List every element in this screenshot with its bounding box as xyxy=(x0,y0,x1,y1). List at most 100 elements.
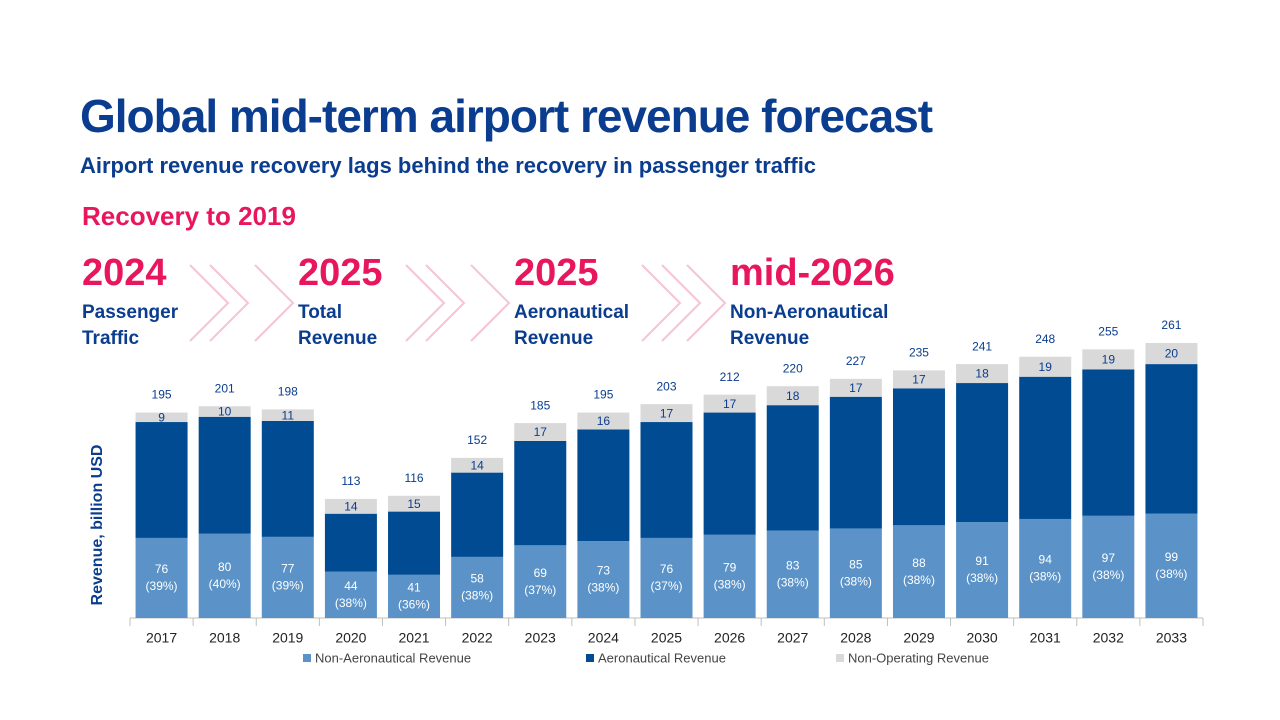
bar-segment xyxy=(766,530,819,618)
x-tick-label: 2019 xyxy=(272,630,303,646)
total-label: 261 xyxy=(1161,318,1181,332)
x-tick-label: 2023 xyxy=(525,630,556,646)
value-label: 14 xyxy=(344,499,358,513)
bar-segment xyxy=(261,536,314,618)
value-label: 9 xyxy=(158,410,165,424)
value-label: 17 xyxy=(723,397,737,411)
chevron xyxy=(641,264,682,342)
total-label: 195 xyxy=(593,388,613,402)
value-label: 15 xyxy=(407,497,421,511)
value-label: 19 xyxy=(1039,360,1053,374)
bar-segment xyxy=(1019,518,1072,618)
value-label: 99 xyxy=(1165,550,1179,564)
chevrons xyxy=(189,264,727,342)
bar-segment xyxy=(956,383,1009,523)
bar-segment xyxy=(829,378,882,397)
bar-segment xyxy=(1082,515,1135,618)
value-label: 79 xyxy=(723,561,737,575)
bar-segment xyxy=(198,406,251,417)
value-label: 91 xyxy=(975,554,989,568)
bar-segment xyxy=(640,422,693,538)
value-label: 16 xyxy=(597,414,611,428)
share-label: (38%) xyxy=(1155,567,1187,581)
bar-segment xyxy=(1145,513,1198,618)
value-label: 18 xyxy=(786,389,800,403)
value-label: 76 xyxy=(660,562,674,576)
share-label: (38%) xyxy=(461,589,493,603)
x-tick-label: 2033 xyxy=(1156,630,1187,646)
chevron xyxy=(686,264,727,342)
bar-segment xyxy=(703,394,756,413)
bar-segment xyxy=(388,495,441,512)
legend-label: Non-Aeronautical Revenue xyxy=(315,650,471,665)
bar-segment xyxy=(135,412,188,423)
value-label: 76 xyxy=(155,562,169,576)
chevron xyxy=(470,264,511,342)
x-tick-label: 2031 xyxy=(1030,630,1061,646)
total-label: 195 xyxy=(152,388,172,402)
bar-segment xyxy=(451,472,504,557)
bar-segment xyxy=(135,422,188,538)
milestone-year: 2025 xyxy=(298,252,383,294)
bar-segment xyxy=(388,511,441,575)
legend-label: Aeronautical Revenue xyxy=(598,650,726,665)
total-label: 116 xyxy=(404,471,423,485)
chevron xyxy=(189,264,230,342)
share-label: (38%) xyxy=(714,578,746,592)
y-axis-label: Revenue, billion USD xyxy=(89,445,106,606)
share-label: (38%) xyxy=(1029,570,1061,584)
bar-segment xyxy=(703,412,756,535)
bar-segment xyxy=(766,386,819,406)
share-label: (39%) xyxy=(272,579,304,593)
value-label: 80 xyxy=(218,560,232,574)
value-label: 94 xyxy=(1039,553,1053,567)
share-label: (36%) xyxy=(398,598,430,612)
milestone-year: 2024 xyxy=(82,252,167,294)
bar-segment xyxy=(703,534,756,618)
value-label: 44 xyxy=(344,579,358,593)
bar-segment xyxy=(135,537,188,618)
total-label: 198 xyxy=(278,385,298,399)
total-label: 255 xyxy=(1098,325,1118,339)
x-tick-label: 2030 xyxy=(967,630,998,646)
value-label: 17 xyxy=(660,406,674,420)
legend-swatch xyxy=(303,654,311,662)
value-label: 10 xyxy=(218,405,232,419)
chevron xyxy=(209,264,250,342)
milestone-label: Traffic xyxy=(82,328,139,349)
total-label: 212 xyxy=(720,370,740,384)
bar-segment xyxy=(514,545,567,618)
bar-segment xyxy=(514,441,567,546)
bar-segment xyxy=(261,409,314,421)
chevron xyxy=(254,264,295,342)
value-label: 85 xyxy=(849,557,863,571)
total-label: 235 xyxy=(909,346,929,360)
share-label: (40%) xyxy=(209,577,241,591)
value-label: 19 xyxy=(1102,353,1116,367)
value-label: 17 xyxy=(534,425,548,439)
total-label: 185 xyxy=(530,398,550,412)
bar-segment xyxy=(388,574,441,618)
share-label: (38%) xyxy=(903,573,935,587)
value-label: 83 xyxy=(786,558,800,572)
legend-swatch xyxy=(836,654,844,662)
bar-segment xyxy=(324,571,377,618)
x-tick-label: 2024 xyxy=(588,630,619,646)
x-tick-label: 2026 xyxy=(714,630,745,646)
bar-segment xyxy=(956,364,1009,384)
value-label: 11 xyxy=(282,408,295,422)
milestone-label: Non-Aeronautical xyxy=(730,302,888,323)
share-label: (38%) xyxy=(1092,568,1124,582)
total-label: 241 xyxy=(972,339,992,353)
legend-swatch xyxy=(586,654,594,662)
milestone-label: Revenue xyxy=(298,328,377,349)
bar-segment xyxy=(577,429,630,542)
milestone-year: 2025 xyxy=(514,252,599,294)
bar-segment xyxy=(1082,369,1135,516)
subtitle: Airport revenue recovery lags behind the… xyxy=(80,153,816,178)
bar-segment xyxy=(1082,349,1135,370)
bar-segment xyxy=(451,457,504,473)
x-tick-label: 2028 xyxy=(840,630,871,646)
value-label: 73 xyxy=(597,564,611,578)
